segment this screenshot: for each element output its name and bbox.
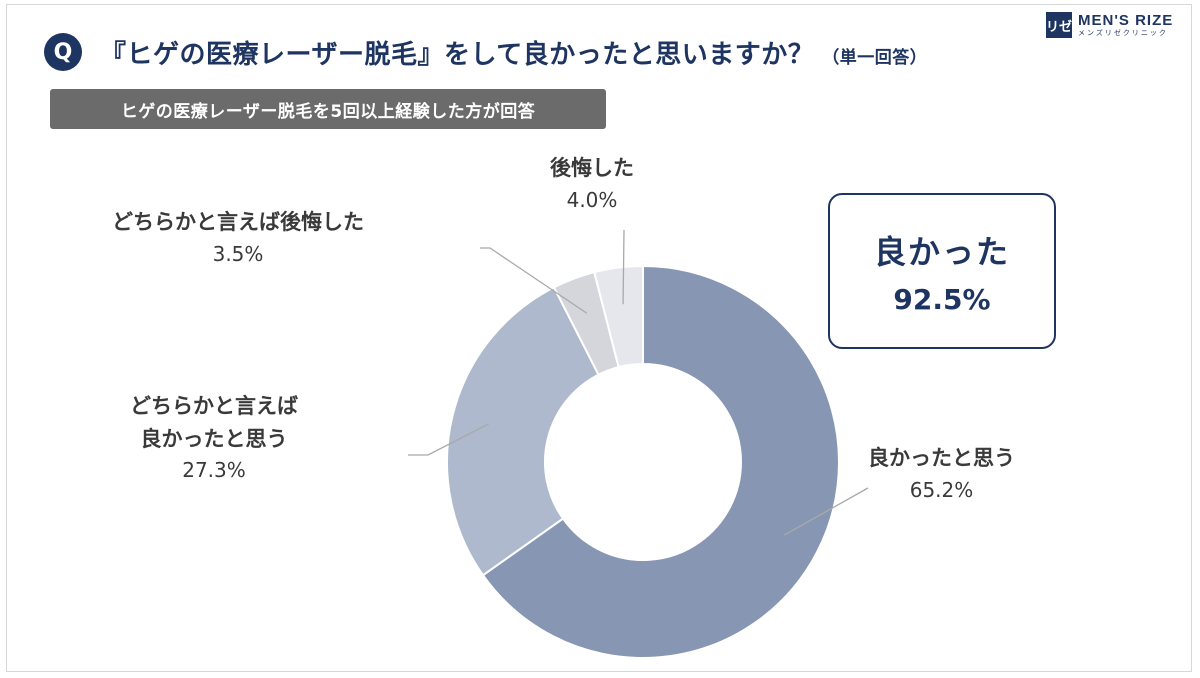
slice-somewhat_good <box>446 286 600 577</box>
slice-good <box>481 264 840 659</box>
leader-line-somewhat_good <box>408 423 489 456</box>
slice-label-value: 4.0% <box>566 187 618 212</box>
slice-label-good: 良かったと思う 65.2% <box>868 442 1015 506</box>
slice-label-name: どちらかと言えば後悔した <box>112 210 364 234</box>
question-title: 『ヒゲの医療レーザー脱毛』をして良かったと思いますか？ （単一回答） <box>100 34 927 71</box>
question-text: 『ヒゲの医療レーザー脱毛』をして良かったと思いますか？ <box>100 40 815 70</box>
slice-label-somewhat-good: どちらかと言えば 良かったと思う 27.3% <box>130 390 298 486</box>
slice-label-name: 後悔した <box>550 156 634 180</box>
logo-subtitle: メンズリゼクリニック <box>1078 29 1168 37</box>
leader-line-good <box>783 487 869 536</box>
slice-label-value: 65.2% <box>909 477 974 502</box>
slice-label-value: 27.3% <box>182 458 246 483</box>
question-badge: Q <box>44 33 82 71</box>
slice-label-name: どちらかと言えば <box>130 394 298 418</box>
question-note: （単一回答） <box>822 48 928 68</box>
leader-line-somewhat_regret <box>480 247 588 314</box>
summary-label: 良かった <box>873 232 1010 271</box>
brand-logo: リゼ MEN'S RIZE メンズリゼクリニック <box>1046 12 1173 38</box>
slice-regret <box>593 264 644 369</box>
slice-label-value: 3.5% <box>212 241 264 266</box>
leader-line-regret <box>622 229 625 305</box>
summary-box: 良かった 92.5% <box>828 193 1056 349</box>
logo-name: MEN'S RIZE <box>1078 12 1174 29</box>
slice-label-regret: 後悔した 4.0% <box>550 152 634 216</box>
respondent-note: ヒゲの医療レーザー脱毛を5回以上経験した方が回答 <box>50 89 606 129</box>
slice-label-name: 良かったと思う <box>868 446 1015 470</box>
summary-value: 92.5% <box>893 282 991 316</box>
chart-frame <box>6 4 1192 672</box>
logo-mark-icon: リゼ <box>1046 12 1072 38</box>
slice-label-somewhat-regret: どちらかと言えば後悔した 3.5% <box>112 206 364 270</box>
slice-label-name: 良かったと思う <box>140 426 288 451</box>
